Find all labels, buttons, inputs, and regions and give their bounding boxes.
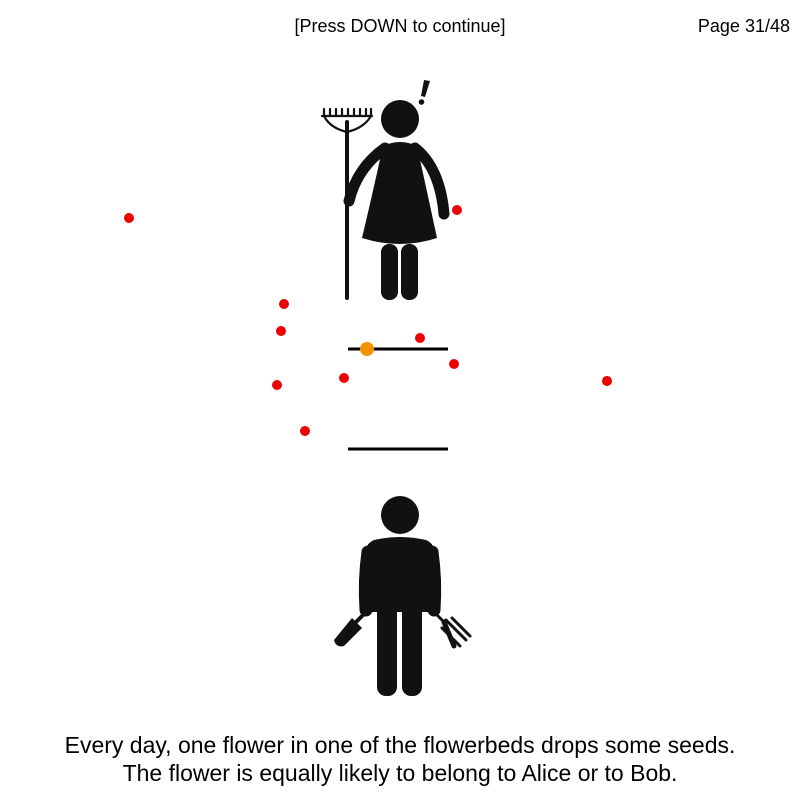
bob-gardener-icon [334, 496, 472, 696]
seed [300, 426, 310, 436]
seed [276, 326, 286, 336]
active-flower [360, 342, 374, 356]
rake-icon [320, 107, 374, 134]
seed [449, 359, 459, 369]
continue-hint: [Press DOWN to continue] [294, 16, 506, 36]
seed [339, 373, 349, 383]
seeds [124, 205, 612, 436]
caption-line-2: The flower is equally likely to belong t… [122, 760, 678, 786]
caption-line-1: Every day, one flower in one of the flow… [64, 732, 736, 758]
seed [272, 380, 282, 390]
trowel-icon [334, 610, 368, 647]
seed [415, 333, 425, 343]
page-counter: Page 31/48 [697, 16, 790, 36]
alice-gardener-icon [320, 100, 450, 300]
seed [279, 299, 289, 309]
seed [452, 205, 462, 215]
seed [602, 376, 612, 386]
narration-caption: Every day, one flower in one of the flow… [0, 731, 800, 787]
seed [124, 213, 134, 223]
exclamation-icon [418, 80, 430, 105]
garden-fork-icon [432, 610, 472, 649]
